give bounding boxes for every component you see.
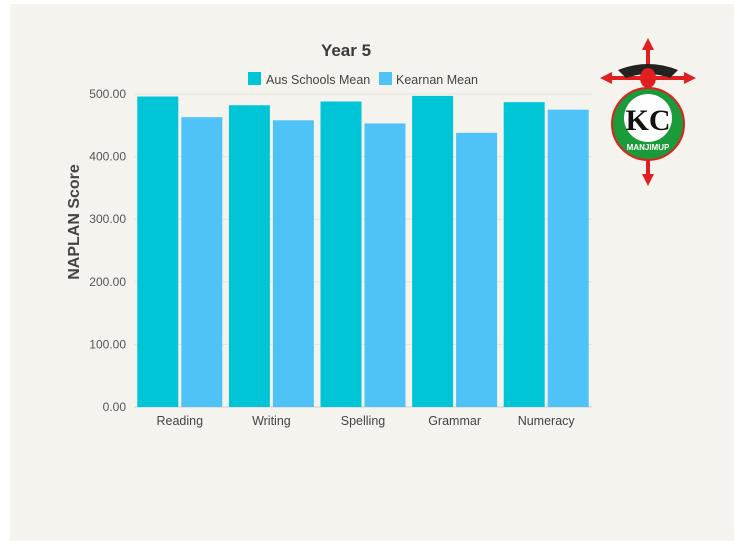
- legend-swatch-aus-schools-mean: [248, 72, 261, 85]
- y-tick-label: 200.00: [89, 275, 126, 289]
- bar-aus-schools-mean-numeracy: [503, 102, 545, 407]
- chart-title: Year 5: [321, 41, 371, 60]
- crest-ring: KC MANJIMUP: [611, 87, 685, 161]
- legend: Aus Schools Mean Kearnan Mean: [248, 72, 478, 87]
- bar-kearnan-mean-grammar: [456, 132, 498, 407]
- bar-aus-schools-mean-reading: [137, 96, 179, 407]
- bar-chart: Year 5 Aus Schools Mean Kearnan Mean NAP…: [66, 41, 592, 428]
- y-tick-label: 400.00: [89, 150, 126, 164]
- x-tick-label: Grammar: [428, 414, 481, 428]
- legend-label-kearnan-mean: Kearnan Mean: [396, 73, 478, 87]
- bar-aus-schools-mean-grammar: [412, 95, 454, 408]
- bar-kearnan-mean-spelling: [364, 123, 406, 407]
- x-tick-label: Numeracy: [518, 414, 576, 428]
- bar-kearnan-mean-numeracy: [547, 109, 589, 408]
- crest-town: MANJIMUP: [627, 143, 670, 152]
- y-tick-label: 500.00: [89, 87, 126, 101]
- bar-kearnan-mean-writing: [272, 120, 314, 408]
- school-crest-logo: KC MANJIMUP: [600, 38, 696, 186]
- bar-aus-schools-mean-spelling: [320, 101, 362, 408]
- y-axis-ticks: 0.00 100.00 200.00 300.00 400.00 500.00: [89, 87, 126, 414]
- x-tick-label: Spelling: [341, 414, 386, 428]
- y-tick-label: 300.00: [89, 212, 126, 226]
- legend-label-aus-schools-mean: Aus Schools Mean: [266, 73, 370, 87]
- bar-kearnan-mean-reading: [181, 117, 223, 408]
- y-tick-label: 100.00: [89, 337, 126, 351]
- crest-letters: KC: [626, 104, 671, 137]
- chart-slide: Year 5 Aus Schools Mean Kearnan Mean NAP…: [10, 4, 734, 541]
- y-axis-title: NAPLAN Score: [66, 164, 83, 280]
- legend-swatch-kearnan-mean: [379, 72, 392, 85]
- x-tick-label: Reading: [157, 414, 204, 428]
- bar-aus-schools-mean-writing: [228, 105, 270, 407]
- x-tick-label: Writing: [252, 414, 291, 428]
- x-axis-labels: Reading Writing Spelling Grammar Numeracy: [157, 414, 576, 428]
- bars: [137, 95, 589, 408]
- y-tick-label: 0.00: [103, 400, 127, 414]
